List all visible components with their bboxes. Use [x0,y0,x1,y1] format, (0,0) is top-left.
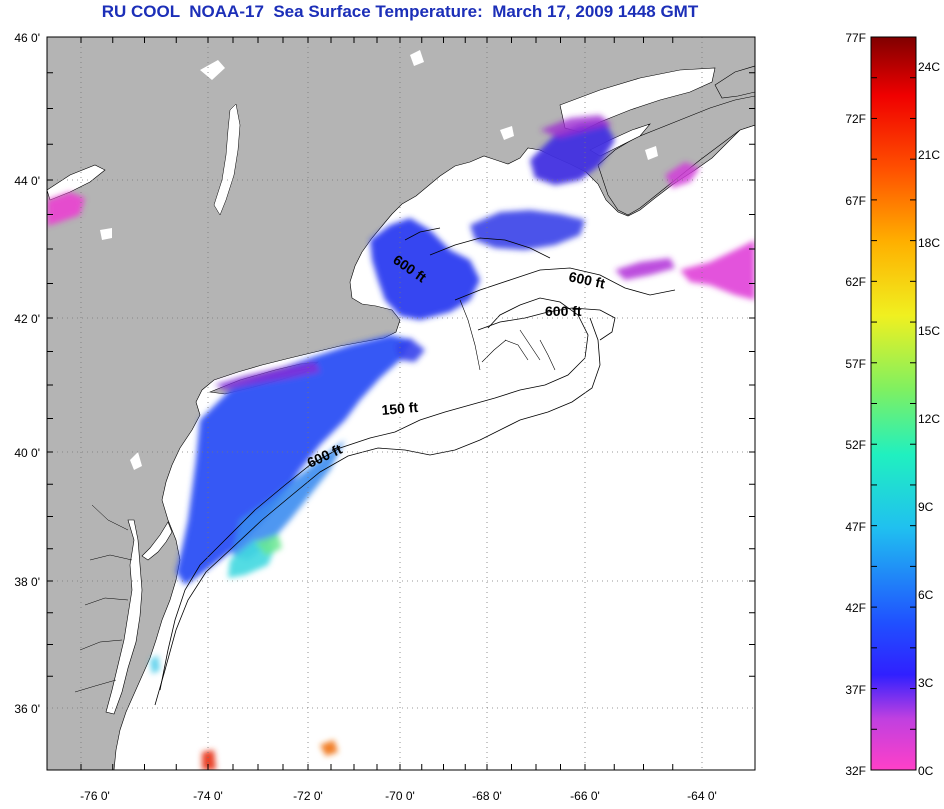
chesapeake-bay [105,519,143,715]
colorbar-c-12: 12C [918,412,941,426]
lat-label-38: 38 0' [14,575,40,589]
contour-600ft-inner [404,227,551,259]
lake-small-4 [645,146,658,160]
colorbar-f-72: 72F [845,112,866,126]
colorbar-c-9: 9C [918,500,934,514]
contour-georges [477,307,616,341]
lake-small-1 [200,60,225,80]
sst-patch-east-violet [615,258,675,280]
contour-150ft [159,297,589,691]
lon-label-64: -64 0' [687,789,717,803]
lake-small-6 [130,452,142,470]
lon-label-68: -68 0' [472,789,502,803]
land-cape-breton [714,65,755,99]
sst-patch-shelf [176,335,412,585]
colorbar-c-6: 6C [918,588,934,602]
sst-patch-south-red [202,750,216,770]
sst-patch-east-magenta [680,240,755,300]
map-title: RU COOL NOAA-17 Sea Surface Temperature:… [101,2,699,21]
lat-label-44: 44 0' [14,174,40,188]
lake-small-5 [100,228,112,240]
contour-600ft-shelf [154,317,601,706]
colorbar-c-0: 0C [918,764,934,778]
lon-label-66: -66 0' [570,789,600,803]
colorbar-f-37: 37F [845,683,866,697]
lat-label-46: 46 0' [14,31,40,45]
sst-patch-cape-cod [395,338,425,362]
colorbar-f-62: 62F [845,275,866,289]
contour-label-3: 600 ft [545,303,582,319]
colorbar-f-42: 42F [845,601,866,615]
sst-patch-lake-magenta [47,192,85,226]
sst-patch-gulf-maine [370,218,480,320]
sst-patch-nova-magenta [665,162,700,188]
colorbar-f-57: 57F [845,357,866,371]
land-nova-scotia [597,95,755,216]
lake-small-3 [500,126,514,140]
lake-small-2 [410,50,424,66]
sst-patch-maine-coast [470,210,585,250]
contour-label-4: 150 ft [381,399,419,418]
sst-patch-south-orange [320,740,338,756]
colorbar-c-18: 18C [918,236,941,250]
contour-label-2: 600 ft [567,268,606,291]
lat-label-40: 40 0' [14,446,40,460]
colorbar-ticks [871,36,916,771]
land-mainland [47,37,755,770]
sst-patch-fundy-violet [540,115,612,138]
colorbar [870,36,917,771]
colorbar-f-77: 77F [845,31,866,45]
colorbar-c-15: 15C [918,324,941,338]
lat-label-36: 36 0' [14,702,40,716]
chesapeake-tributary [74,504,133,693]
sst-patch-south-cyan [150,655,160,674]
colorbar-f-67: 67F [845,194,866,208]
colorbar-c-24: 24C [918,60,941,74]
map-ticks [47,36,755,770]
lon-label-76: -76 0' [80,789,110,803]
sst-patch-fundy [530,122,615,185]
contour-600ft-gulf [454,267,676,301]
colorbar-f-52: 52F [845,438,866,452]
lon-label-70: -70 0' [385,789,415,803]
sst-patch-green [255,534,282,556]
colorbar-f-32: 32F [845,764,866,778]
colorbar-c-21: 21C [918,148,941,162]
map-frame [46,36,756,771]
lon-label-74: -74 0' [193,789,223,803]
colorbar-c-3: 3C [918,676,934,690]
lake-champlain [213,103,241,216]
sst-patch-li-sound [215,362,320,390]
colorbar-f-47: 47F [845,520,866,534]
lon-label-72: -72 0' [293,789,323,803]
contour-gulf-ridges [459,299,556,371]
lat-label-42: 42 0' [14,312,40,326]
delaware-bay [141,521,173,561]
sst-patch-shelf-edge [232,440,345,560]
